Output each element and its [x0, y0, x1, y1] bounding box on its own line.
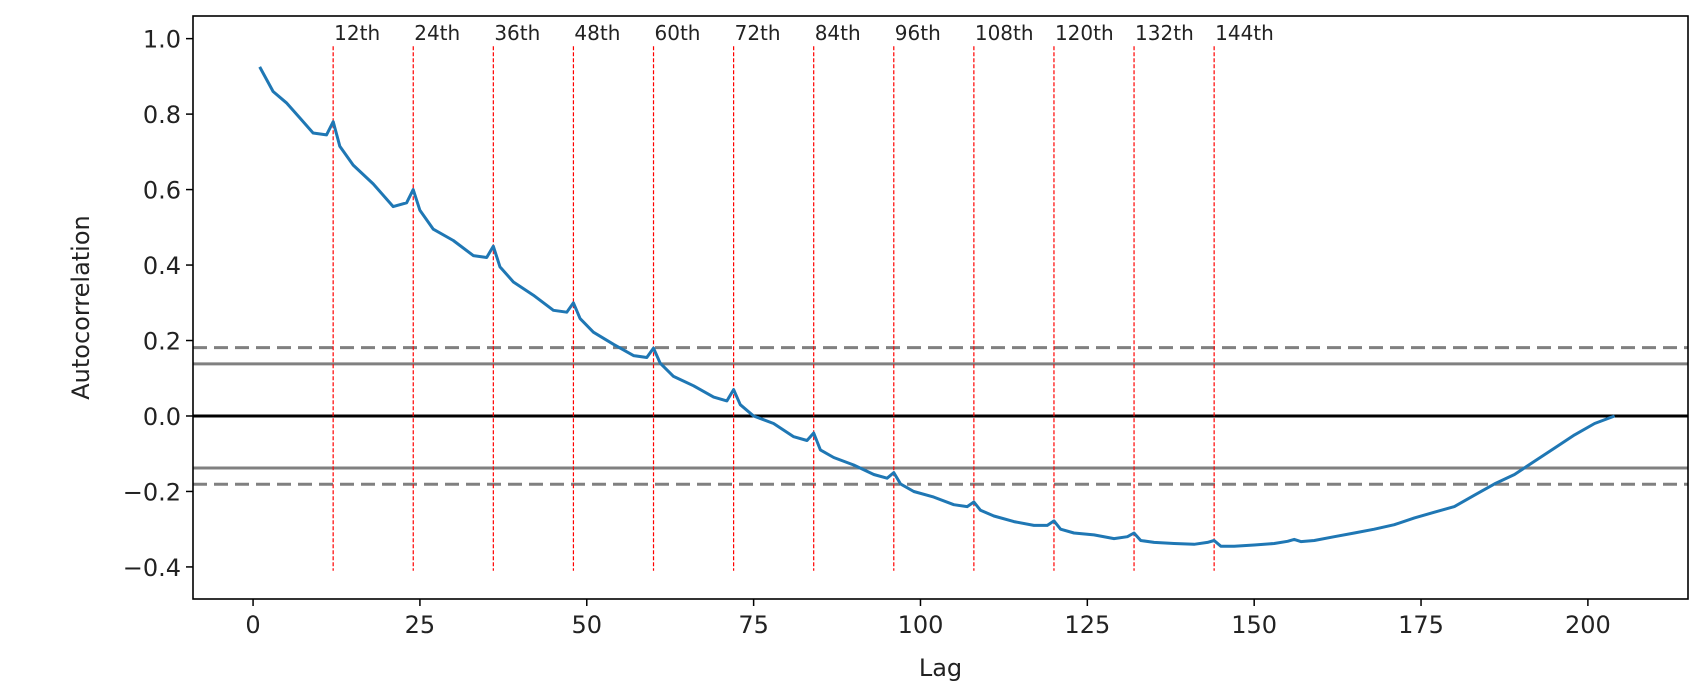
lag-marker-label: 48th: [574, 21, 620, 45]
x-tick-label: 50: [571, 611, 602, 639]
y-tick-label: 0.6: [143, 177, 181, 205]
lag-marker-label: 60th: [655, 21, 701, 45]
reference-lines: [193, 346, 1688, 486]
series-layer: [258, 66, 1616, 548]
lag-markers: 12th 24th 36th 48th 60th 72th 84th 96th 108th 120…: [332, 21, 1274, 571]
x-tick-label: 125: [1064, 611, 1110, 639]
x-axis: 0 25 50 75 100 125 150 175 200: [245, 599, 1611, 639]
lag-marker-label: 36th: [494, 21, 540, 45]
lag-marker-label: 144th: [1215, 21, 1274, 45]
y-tick-label: 0.4: [143, 252, 181, 280]
y-tick-label: −0.4: [123, 554, 181, 582]
lag-marker-label: 12th: [334, 21, 380, 45]
y-tick-label: 1.0: [143, 26, 181, 54]
y-axis-label: Autocorrelation: [67, 215, 95, 400]
x-axis-label: Lag: [919, 654, 962, 682]
x-tick-label: 75: [738, 611, 769, 639]
y-tick-label: 0.0: [143, 403, 181, 431]
y-axis: 1.0 0.8 0.6 0.4 0.2 0.0 −0.2 −0.4: [123, 26, 193, 582]
lag-marker-label: 108th: [975, 21, 1034, 45]
plot-frame: [192, 15, 1689, 600]
lag-marker-label: 120th: [1055, 21, 1114, 45]
x-tick-label: 25: [405, 611, 436, 639]
y-tick-label: 0.2: [143, 328, 181, 356]
y-tick-label: 0.8: [143, 101, 181, 129]
x-tick-label: 150: [1231, 611, 1277, 639]
y-tick-label: −0.2: [123, 478, 181, 506]
x-tick-label: 200: [1565, 611, 1611, 639]
lag-marker-label: 96th: [895, 21, 941, 45]
lag-marker-label: 84th: [815, 21, 861, 45]
autocorrelation-line: [258, 66, 1616, 548]
x-tick-label: 175: [1398, 611, 1444, 639]
lag-marker-label: 132th: [1135, 21, 1194, 45]
x-tick-label: 100: [898, 611, 944, 639]
lag-marker-label: 24th: [414, 21, 460, 45]
x-tick-label: 0: [245, 611, 260, 639]
lag-marker-label: 72th: [735, 21, 781, 45]
